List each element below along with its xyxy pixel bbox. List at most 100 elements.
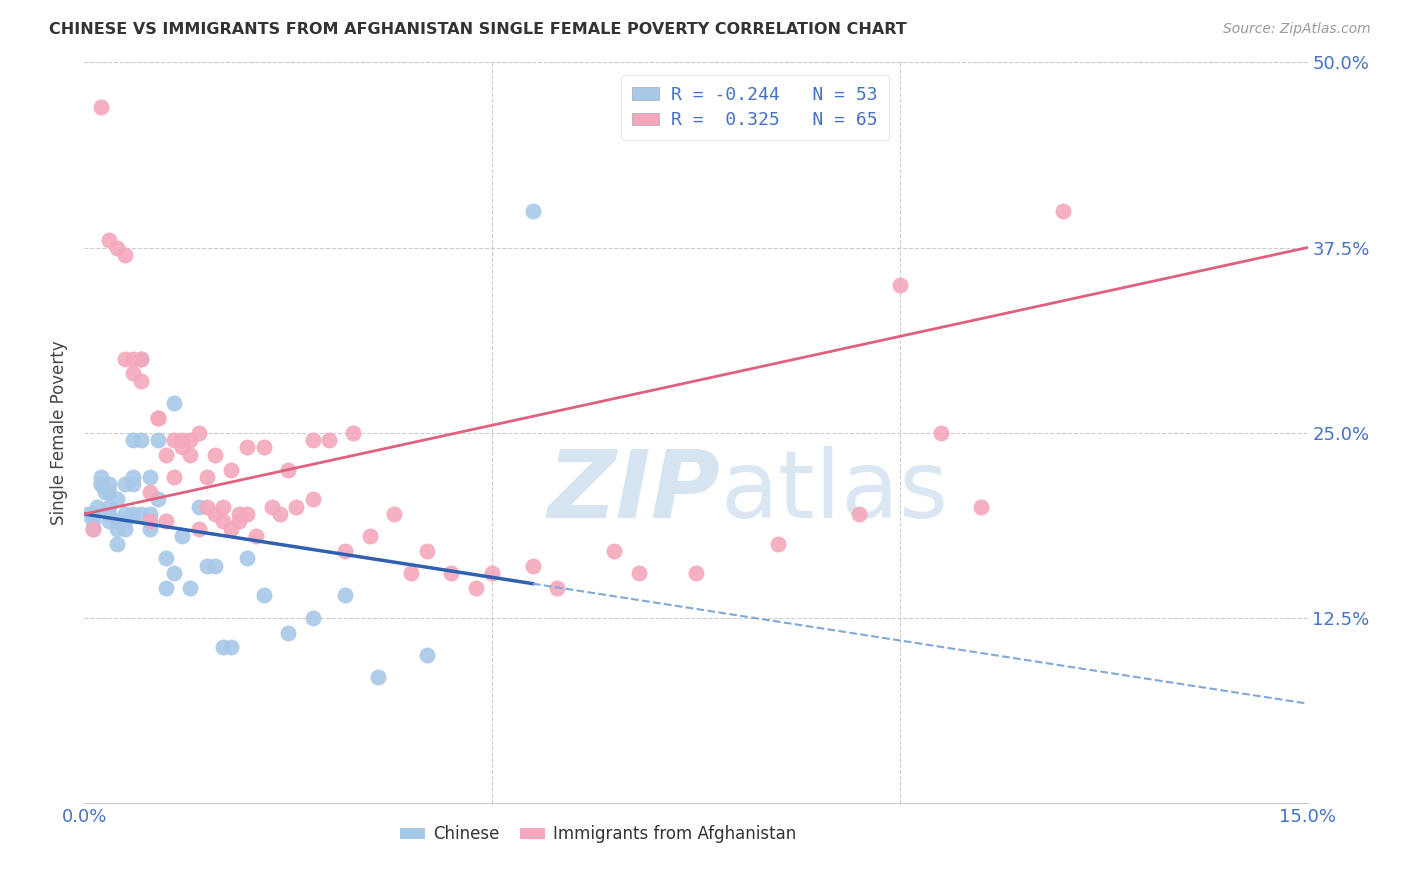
Point [86,500,108,514]
Point [105,492,128,507]
Point [114,515,136,529]
Point [318,433,340,447]
Point [260,500,283,514]
Point [285,500,308,514]
Point [93,484,115,499]
Point [138,470,160,484]
Point [105,536,128,550]
Point [416,544,439,558]
Point [204,558,226,573]
Point [146,492,169,507]
Point [114,477,136,491]
Point [131,351,153,366]
Point [122,477,145,491]
Point [131,433,153,447]
Point [97,515,120,529]
Point [82,515,104,529]
Point [301,492,323,507]
Point [90,100,112,114]
Point [172,529,194,543]
Point [195,558,218,573]
Point [138,522,160,536]
Point [301,433,323,447]
Point [195,470,218,484]
Point [77,507,100,521]
Point [146,433,169,447]
Point [138,507,160,521]
Point [122,433,145,447]
Point [603,544,626,558]
Point [219,640,242,655]
Point [155,551,177,566]
Point [522,203,544,218]
Point [179,581,201,595]
Point [146,410,169,425]
Point [114,248,136,262]
Point [929,425,952,440]
Point [212,640,235,655]
Point [219,522,242,536]
Point [848,507,870,521]
Point [236,441,259,455]
Point [359,529,381,543]
Point [382,507,405,521]
Point [219,462,242,476]
Point [301,610,323,624]
Point [105,240,128,255]
Point [522,558,544,573]
Text: Source: ZipAtlas.com: Source: ZipAtlas.com [1223,22,1371,37]
Point [163,433,186,447]
Point [253,589,276,603]
Text: CHINESE VS IMMIGRANTS FROM AFGHANISTAN SINGLE FEMALE POVERTY CORRELATION CHART: CHINESE VS IMMIGRANTS FROM AFGHANISTAN S… [49,22,907,37]
Point [97,507,120,521]
Point [277,625,299,640]
Point [97,233,120,247]
Point [212,515,235,529]
Point [97,484,120,499]
Point [269,507,291,521]
Point [122,367,145,381]
Point [122,507,145,521]
Point [114,351,136,366]
Point [163,470,186,484]
Point [146,410,169,425]
Point [187,522,209,536]
Point [464,581,486,595]
Point [236,507,259,521]
Point [204,448,226,462]
Point [253,441,276,455]
Point [440,566,463,581]
Point [236,551,259,566]
Point [172,433,194,447]
Point [1052,203,1074,218]
Legend: Chinese, Immigrants from Afghanistan: Chinese, Immigrants from Afghanistan [394,819,803,850]
Point [90,470,112,484]
Point [82,522,104,536]
Point [105,515,128,529]
Point [212,500,235,514]
Point [195,500,218,514]
Point [889,277,911,292]
Point [122,470,145,484]
Point [155,515,177,529]
Point [228,507,250,521]
Point [97,500,120,514]
Point [122,351,145,366]
Point [481,566,503,581]
Point [204,507,226,521]
Point [114,507,136,521]
Text: ZIP: ZIP [547,446,720,538]
Point [131,374,153,388]
Point [131,351,153,366]
Point [627,566,650,581]
Point [546,581,568,595]
Point [367,670,389,684]
Point [97,477,120,491]
Point [163,566,186,581]
Point [245,529,267,543]
Point [82,522,104,536]
Point [970,500,993,514]
Point [335,544,357,558]
Point [138,515,160,529]
Point [114,522,136,536]
